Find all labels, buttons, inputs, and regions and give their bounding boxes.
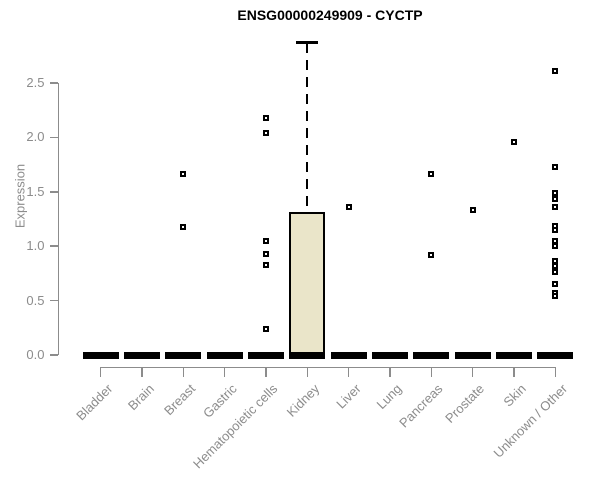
outlier-point-hematopoietic-cells [263, 325, 270, 332]
outlier-point-unknown-other [552, 68, 559, 75]
x-tick [347, 366, 350, 377]
outlier-point-unknown-other [552, 204, 559, 211]
y-tick-label: 0.5 [26, 292, 45, 308]
outlier-point-breast [180, 171, 187, 178]
y-tick [49, 245, 58, 247]
x-tick [389, 366, 391, 377]
x-tick [265, 366, 267, 377]
x-tick [182, 366, 185, 377]
whisker-cap-kidney [296, 40, 319, 44]
outlier-point-hematopoietic-cells [263, 250, 270, 257]
median-bar-hematopoietic-cells [248, 351, 285, 359]
y-tick [49, 136, 58, 139]
x-tick [430, 366, 433, 377]
x-tick [471, 366, 474, 377]
x-tick-label-unknown-other: Unknown / Other [490, 381, 570, 461]
whisker-kidney [306, 42, 309, 213]
x-tick-label-prostate: Prostate [442, 381, 488, 426]
outlier-point-unknown-other [552, 196, 559, 203]
outlier-point-hematopoietic-cells [263, 114, 270, 121]
median-bar-pancreas [413, 351, 450, 359]
y-tick-label: 0.0 [26, 347, 45, 362]
y-tick-label: 1.0 [26, 238, 45, 254]
outlier-point-unknown-other [552, 189, 559, 196]
outlier-point-hematopoietic-cells [263, 261, 270, 268]
outlier-point-unknown-other [552, 262, 559, 269]
outlier-point-liver [345, 204, 352, 211]
y-tick-label: 2.0 [26, 129, 45, 145]
x-tick [99, 366, 102, 377]
x-tick [141, 366, 143, 377]
outlier-point-skin [511, 138, 517, 145]
outlier-point-unknown-other [552, 163, 559, 170]
x-tick-label-kidney: Kidney [283, 381, 322, 420]
outlier-point-unknown-other [552, 226, 559, 233]
x-tick [513, 366, 515, 377]
x-tick [306, 366, 309, 377]
x-tick-label-brain: Brain [124, 381, 157, 414]
outlier-point-unknown-other [552, 237, 559, 244]
median-bar-breast [165, 351, 202, 359]
outlier-point-unknown-other [552, 269, 559, 276]
median-bar-brain [124, 351, 161, 359]
outlier-point-breast [180, 223, 187, 230]
y-tick-label: 2.5 [26, 75, 45, 90]
outlier-point-prostate [469, 207, 476, 214]
x-tick-label-skin: Skin [500, 381, 529, 410]
median-bar-kidney [289, 351, 326, 359]
outlier-point-unknown-other [552, 293, 559, 300]
outlier-point-hematopoietic-cells [263, 237, 270, 244]
x-tick [554, 366, 557, 377]
y-tick-label: 1.5 [26, 183, 45, 199]
x-axis-line [100, 366, 556, 368]
outlier-point-unknown-other [552, 281, 559, 288]
y-tick [49, 191, 58, 193]
outlier-point-pancreas [428, 171, 435, 178]
y-axis-line [57, 83, 59, 355]
x-tick-label-breast: Breast [160, 381, 198, 419]
x-tick-label-gastric: Gastric [199, 381, 240, 421]
median-bar-liver [330, 351, 367, 359]
x-tick-label-pancreas: Pancreas [396, 381, 446, 431]
chart-title: ENSG00000249909 - CYCTP [237, 7, 423, 23]
median-bar-unknown-other [537, 351, 574, 359]
median-bar-skin [496, 351, 532, 359]
x-tick-label-bladder: Bladder [73, 381, 116, 424]
median-bar-prostate [454, 351, 491, 359]
median-bar-lung [372, 351, 408, 359]
outlier-point-hematopoietic-cells [263, 130, 270, 137]
y-tick [49, 354, 58, 356]
y-tick [49, 299, 58, 302]
outlier-point-pancreas [428, 251, 435, 258]
box-kidney [289, 212, 326, 355]
median-bar-gastric [206, 351, 243, 359]
outlier-point-unknown-other [552, 243, 559, 250]
x-tick [223, 366, 226, 377]
y-tick [49, 82, 58, 84]
x-tick-label-lung: Lung [373, 381, 405, 413]
median-bar-bladder [82, 351, 119, 359]
x-tick-label-liver: Liver [332, 381, 364, 412]
